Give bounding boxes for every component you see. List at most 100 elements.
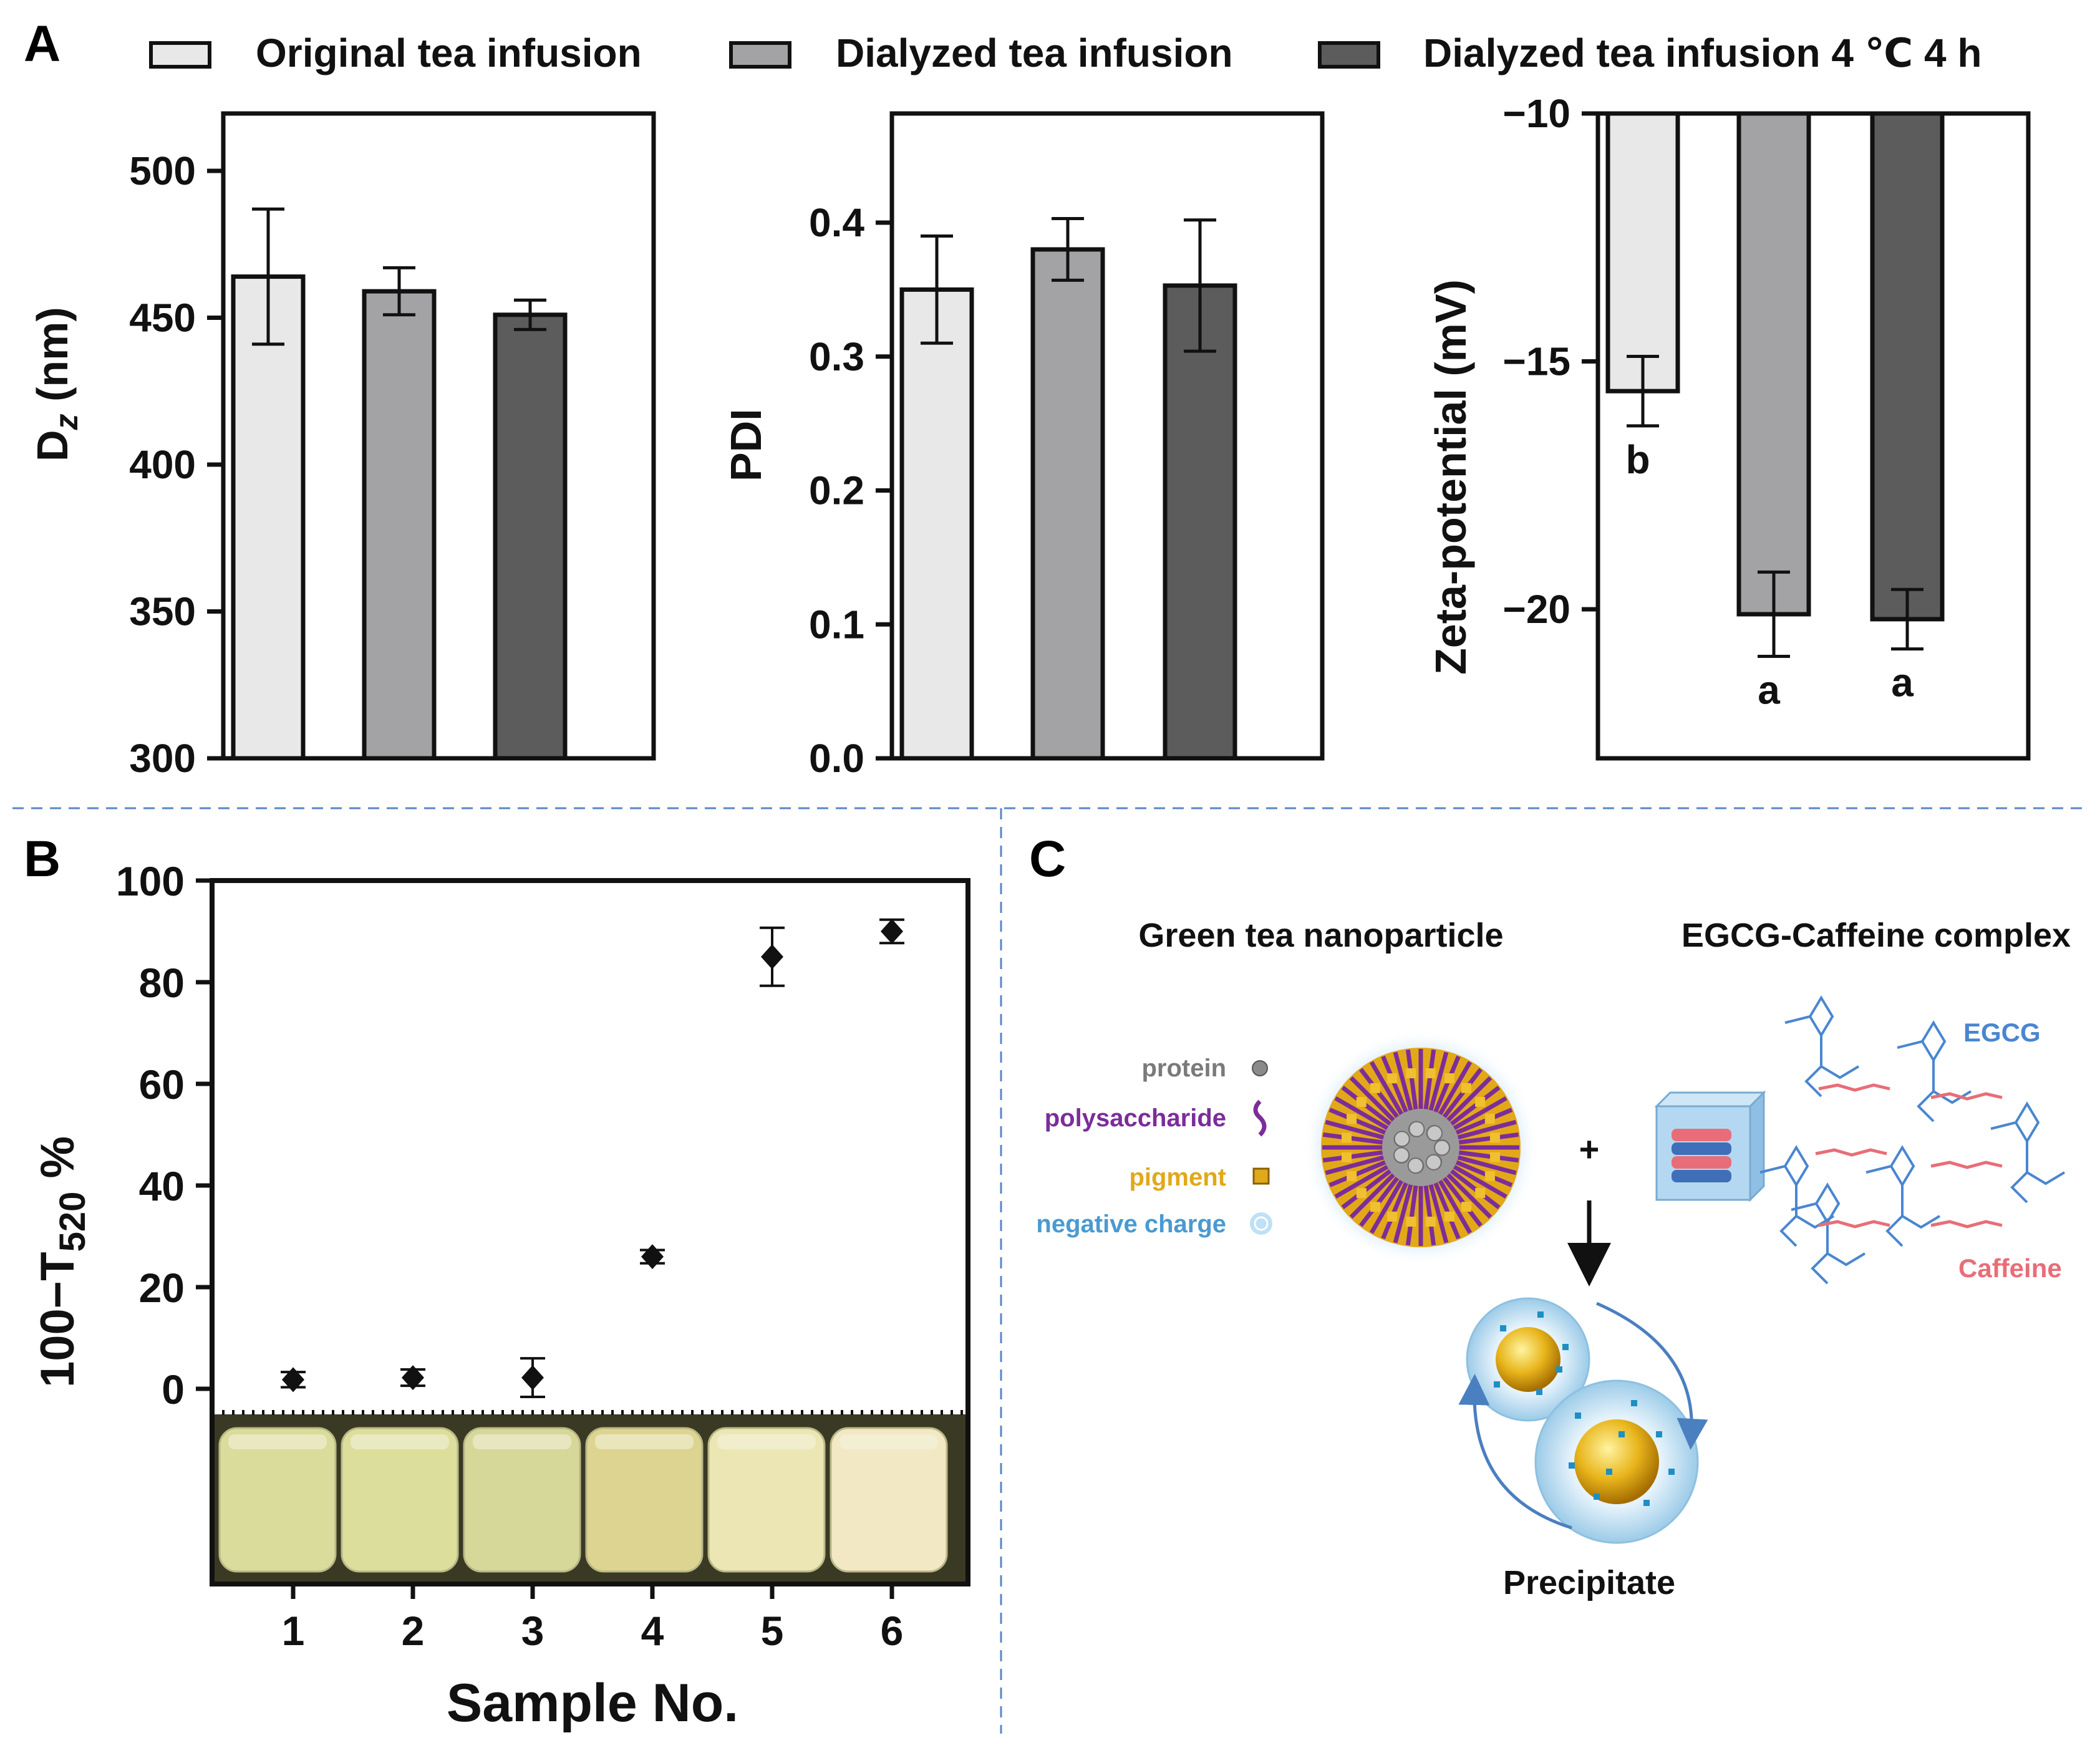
polysaccharide-strand <box>1454 1159 1513 1187</box>
complex-dot <box>1631 1400 1637 1406</box>
y-tick-label: 450 <box>129 296 196 340</box>
bar <box>899 287 974 761</box>
vial-highlight <box>473 1434 571 1449</box>
x-tick-label: 2 <box>402 1608 425 1654</box>
complex-dot <box>1556 1366 1562 1373</box>
pigment-block <box>1484 1171 1495 1181</box>
x-tick-label: 1 <box>282 1608 305 1654</box>
legend-swatch-original <box>149 41 211 69</box>
component-label-pigment: pigment <box>1129 1164 1226 1191</box>
vial-highlight <box>840 1434 938 1449</box>
pigment-block <box>1356 1097 1367 1108</box>
chart-frame <box>221 111 656 761</box>
protein-particle <box>1433 1139 1450 1156</box>
cycle-arrow-left <box>1458 1374 1572 1530</box>
data-point <box>282 1367 304 1393</box>
polysaccharide-strand <box>1449 1168 1501 1209</box>
egcg-molecule <box>1784 995 1860 1098</box>
y-tick-label: −20 <box>1502 587 1570 632</box>
chart-pdi-ylabel: PDI <box>722 408 770 481</box>
polysaccharide-strand <box>1369 1061 1405 1116</box>
caffeine-molecule <box>1818 1220 1890 1229</box>
vial-highlight <box>595 1434 694 1449</box>
complex-dot <box>1656 1431 1662 1437</box>
pigment-block <box>1425 1068 1436 1079</box>
chart-dz-ylabel-sub: z <box>49 413 85 430</box>
polysaccharide-strand <box>1405 1049 1418 1111</box>
vials-photo <box>211 1414 969 1583</box>
bar <box>1163 283 1237 761</box>
bar <box>1030 247 1105 761</box>
complex-dot <box>1643 1500 1650 1506</box>
polysaccharide-strand <box>1325 1155 1385 1176</box>
legend-label-dialyzed: Dialyzed tea infusion <box>836 31 1233 75</box>
x-tick-label: 4 <box>641 1608 664 1654</box>
bar <box>362 289 437 761</box>
polysaccharide-strand <box>1456 1155 1517 1176</box>
pigment-block <box>1475 1096 1486 1107</box>
schematic-title-nanoparticle: Green tea nanoparticle <box>1138 917 1503 954</box>
panel-label-c: C <box>1029 831 1066 887</box>
y-tick-label: 40 <box>139 1163 185 1209</box>
x-tick-label: 3 <box>521 1608 544 1654</box>
y-tick-label: 0.1 <box>809 602 864 647</box>
pigment-block <box>1461 1083 1471 1093</box>
polysaccharide-strand <box>1334 1096 1390 1131</box>
y-tick-label: 20 <box>139 1265 185 1311</box>
pigment-block <box>1444 1073 1454 1084</box>
polysaccharide-strand <box>1433 1181 1461 1240</box>
panel-label-a: A <box>24 16 60 72</box>
protein-particle <box>1425 1154 1442 1171</box>
chart-zeta-ylabel: Zeta-potential (mV) <box>1426 279 1475 675</box>
pigment-block <box>1444 1211 1455 1222</box>
complex-dot <box>1606 1469 1612 1475</box>
significance-label: a <box>1891 660 1914 705</box>
protein-particle <box>1426 1125 1443 1142</box>
protein-particle <box>1393 1147 1410 1164</box>
polysaccharide-strand <box>1393 1183 1413 1243</box>
egcg-molecule <box>1791 1182 1866 1285</box>
polysaccharide-strand <box>1349 1076 1396 1123</box>
y-tick-label: −10 <box>1502 91 1570 136</box>
y-tick-label: 100 <box>116 858 185 904</box>
protein-particle <box>1407 1157 1424 1174</box>
bar <box>1605 111 1680 394</box>
plus-sign: + <box>1579 1129 1600 1169</box>
precipitate-cluster <box>1458 1297 1708 1544</box>
caffeine-molecule <box>1818 1083 1890 1092</box>
vial-highlight <box>351 1434 449 1449</box>
y-tick-label: 80 <box>139 960 185 1006</box>
polysaccharide-strand <box>1437 1179 1473 1234</box>
polysaccharide-strand <box>1369 1179 1405 1234</box>
polysaccharide-strand <box>1441 1068 1483 1119</box>
legend-label-dialyzed-4c: Dialyzed tea infusion 4 ℃ 4 h <box>1423 31 1981 75</box>
cycle-arrow-right <box>1595 1301 1708 1450</box>
egcg-label: EGCG <box>1963 1018 2041 1047</box>
pigment-block <box>1489 1152 1500 1162</box>
polysaccharide-strand <box>1441 1176 1483 1227</box>
component-label-negative-charge: negative charge <box>1036 1210 1226 1238</box>
polysaccharide-strand <box>1349 1172 1396 1219</box>
legend-swatch-dialyzed <box>729 41 791 69</box>
y-tick-label: 350 <box>129 589 196 634</box>
polysaccharide-strand <box>1393 1051 1413 1112</box>
polysaccharide-strand <box>1381 1181 1409 1240</box>
polysaccharide-strand <box>1428 1051 1449 1112</box>
polysaccharide-strand <box>1433 1055 1461 1114</box>
caffeine-molecule <box>1815 1148 1887 1157</box>
polysaccharide-strand <box>1437 1061 1473 1116</box>
polysaccharide-strand <box>1449 1086 1501 1127</box>
pigment-block <box>1406 1216 1416 1227</box>
caffeine-molecule <box>1930 1220 2003 1229</box>
caffeine-molecule <box>1930 1161 2003 1169</box>
y-tick-label: 400 <box>129 442 196 487</box>
complex-cube <box>1654 1090 1766 1202</box>
negative-charge-icon-ring <box>1254 1216 1269 1231</box>
chart-transmittance-ylabel-main: 100−T <box>31 1252 84 1388</box>
y-tick-label: 0.2 <box>809 468 864 513</box>
legend-label-original: Original tea infusion <box>256 31 642 75</box>
chart-zeta: −10 −15 −20 b a a <box>1502 91 2031 761</box>
caffeine-label: Caffeine <box>1958 1253 2062 1283</box>
y-tick-label: 300 <box>129 736 196 781</box>
egcg-molecule <box>1897 1020 1972 1123</box>
